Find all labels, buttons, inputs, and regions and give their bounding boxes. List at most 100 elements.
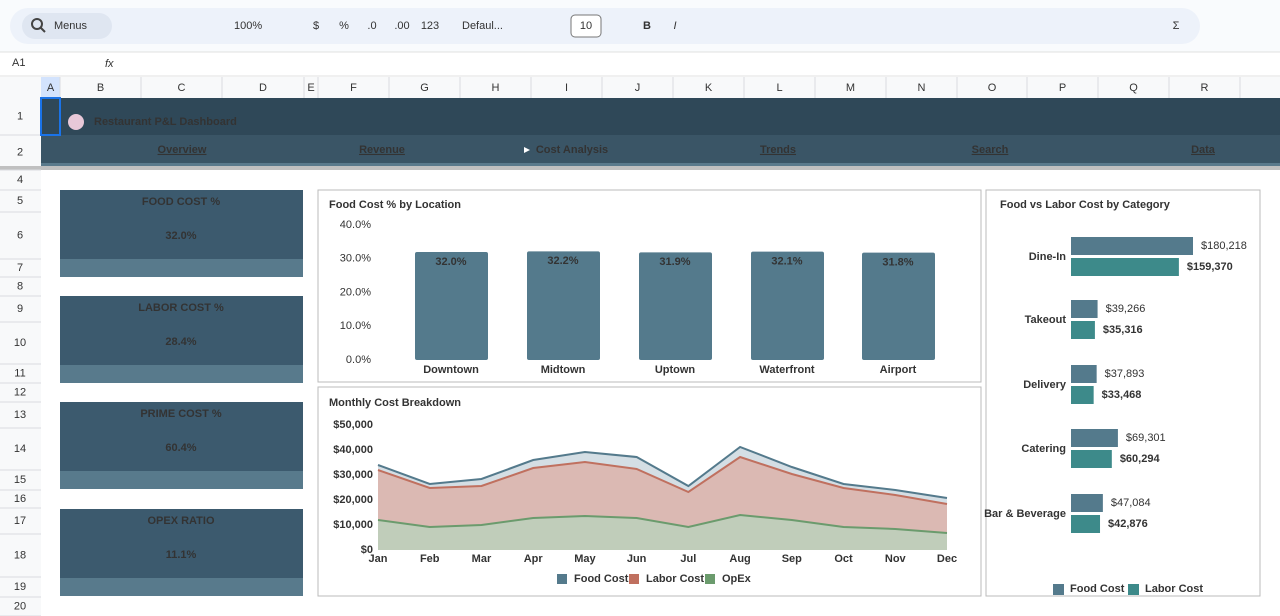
row-header: 8 <box>17 280 23 292</box>
row-header: 19 <box>14 581 26 593</box>
data-label: 31.8% <box>882 257 913 269</box>
toolbar-item[interactable]: Menus <box>54 20 88 32</box>
bar <box>527 251 600 360</box>
nav-tab[interactable]: Cost Analysis <box>536 144 608 156</box>
row-header: 10 <box>14 337 26 349</box>
y-tick-label: Catering <box>1021 443 1066 455</box>
row-header: 17 <box>14 515 26 527</box>
area-line <box>377 455 948 505</box>
y-tick-label: $10,000 <box>333 519 373 531</box>
selected-column <box>41 77 60 98</box>
column-header: R <box>1201 82 1209 94</box>
x-tick-label: Airport <box>880 364 917 376</box>
column-header: I <box>565 82 568 94</box>
area-line <box>377 445 948 499</box>
bar <box>1071 365 1097 383</box>
y-tick-label: $0 <box>361 544 373 556</box>
x-tick-label: Apr <box>524 553 544 565</box>
data-label: $159,370 <box>1187 261 1233 273</box>
data-label: $42,876 <box>1108 518 1148 530</box>
legend-swatch <box>1128 584 1139 595</box>
y-tick-label: $50,000 <box>333 419 373 431</box>
row-header: 1 <box>17 110 23 122</box>
x-tick-label: Uptown <box>655 364 696 376</box>
y-tick-label: Bar & Beverage <box>984 508 1066 520</box>
row-header: 12 <box>14 386 26 398</box>
row-header: 9 <box>17 303 23 315</box>
y-tick-label: Takeout <box>1025 314 1067 326</box>
kpi-label: FOOD COST % <box>142 196 220 208</box>
x-tick-label: Jul <box>680 553 696 565</box>
toolbar-item[interactable]: I <box>673 20 676 32</box>
chart-frame <box>985 189 1261 597</box>
dashboard-title: Restaurant P&L Dashboard <box>94 116 237 128</box>
area-line <box>377 513 948 534</box>
toolbar-item[interactable]: $ <box>313 20 319 32</box>
chart-title: Monthly Cost Breakdown <box>329 397 461 409</box>
kpi-card-footer <box>60 471 303 489</box>
toolbar-item[interactable]: B <box>643 20 651 32</box>
y-tick-label: $30,000 <box>333 469 373 481</box>
kpi-card <box>60 190 303 259</box>
data-label: 32.2% <box>547 255 578 267</box>
y-tick-label: 40.0% <box>340 219 371 231</box>
y-tick-label: Delivery <box>1023 379 1067 391</box>
data-label: $47,084 <box>1111 497 1151 509</box>
bar <box>1071 300 1098 318</box>
nav-tab[interactable]: Trends <box>760 144 796 156</box>
bar <box>1071 494 1103 512</box>
legend-swatch <box>705 574 715 584</box>
column-header: D <box>259 82 267 94</box>
row-header: 20 <box>14 600 26 612</box>
x-tick-label: Downtown <box>423 364 479 376</box>
active-marker <box>524 147 530 153</box>
nav-tab[interactable]: Search <box>972 144 1009 156</box>
x-tick-label: Jun <box>627 553 647 565</box>
data-label: $180,218 <box>1201 240 1247 252</box>
y-tick-label: 0.0% <box>346 354 371 366</box>
bar <box>1071 386 1094 404</box>
column-header: H <box>492 82 500 94</box>
title-icon <box>68 114 84 130</box>
bar <box>1071 321 1095 339</box>
toolbar-item[interactable]: .00 <box>394 20 409 32</box>
column-header: A <box>47 82 55 94</box>
toolbar-item[interactable]: % <box>339 20 349 32</box>
kpi-label: LABOR COST % <box>138 302 224 314</box>
x-tick-label: Mar <box>472 553 492 565</box>
nav-tab[interactable]: Overview <box>158 144 207 156</box>
y-tick-label: 10.0% <box>340 320 371 332</box>
data-label: $35,316 <box>1103 324 1143 336</box>
toolbar-item[interactable]: 10 <box>580 20 592 32</box>
column-header: L <box>776 82 782 94</box>
legend-label: Labor Cost <box>1145 583 1203 595</box>
toolbar-item[interactable]: 100% <box>234 20 262 32</box>
row-header: 14 <box>14 443 26 455</box>
column-header: K <box>705 82 713 94</box>
toolbar-item[interactable]: 123 <box>421 20 439 32</box>
kpi-card-footer <box>60 578 303 596</box>
x-tick-label: Jan <box>369 553 388 565</box>
row-header: 5 <box>17 195 23 207</box>
chart-title: Food Cost % by Location <box>329 199 461 211</box>
row-header: 16 <box>14 493 26 505</box>
bar <box>639 252 712 360</box>
x-tick-label: Oct <box>834 553 853 565</box>
column-header: G <box>420 82 429 94</box>
toolbar-item[interactable]: .0 <box>367 20 376 32</box>
bar <box>1071 237 1193 255</box>
column-header: M <box>846 82 855 94</box>
column-header: B <box>97 82 104 94</box>
nav-tab[interactable]: Revenue <box>359 144 405 156</box>
row-header: 13 <box>14 409 26 421</box>
column-header: C <box>178 82 186 94</box>
cell-reference: A1 <box>12 57 25 69</box>
row-header: 18 <box>14 549 26 561</box>
kpi-card-footer <box>60 259 303 277</box>
kpi-card <box>60 509 303 578</box>
toolbar-item[interactable]: Defaul... <box>462 20 503 32</box>
kpi-value: 32.0% <box>165 230 196 242</box>
toolbar-item[interactable]: Σ <box>1173 20 1180 32</box>
bar <box>1071 515 1101 533</box>
nav-tab[interactable]: Data <box>1191 144 1216 156</box>
